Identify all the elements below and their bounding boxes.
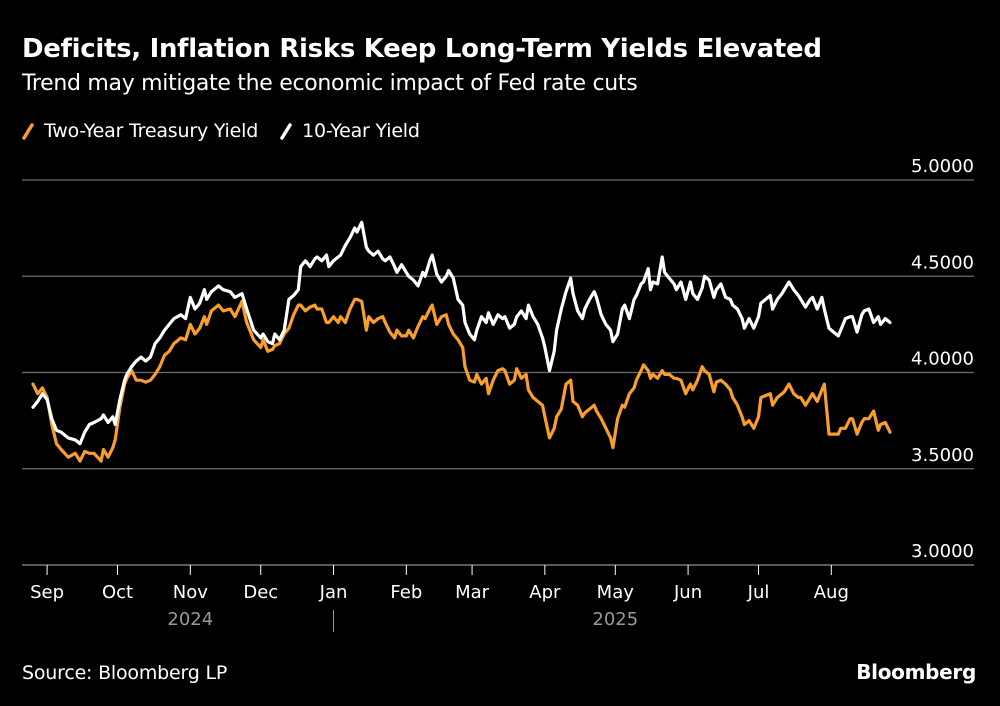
legend-label-two-year: Two-Year Treasury Yield — [44, 120, 259, 142]
chart-title: Deficits, Inflation Risks Keep Long-Term… — [22, 34, 822, 64]
legend-item-two-year: Two-Year Treasury Yield — [22, 120, 258, 142]
chart-subtitle: Trend may mitigate the economic impact o… — [22, 71, 638, 96]
series-lines — [31, 220, 892, 463]
y-tick-label: 3.0000 — [911, 541, 974, 562]
x-axis: Sep Oct Nov Dec Jan Feb Mar Apr May Jun Jul Aug 2024… — [30, 565, 849, 632]
two-year-yield-line — [31, 297, 892, 463]
legend-swatch-two-year-icon — [22, 123, 34, 140]
legend-swatch-ten-year-icon — [280, 123, 292, 140]
legend-item-ten-year: 10-Year Yield — [280, 120, 420, 142]
source-note: Source: Bloomberg LP — [22, 662, 228, 684]
x-tick-label-apr: Apr — [529, 582, 561, 603]
legend: Two-Year Treasury Yield 10-Year Yield — [22, 120, 442, 142]
y-tick-label: 4.0000 — [911, 349, 974, 370]
x-tick-label-jul: Jul — [747, 582, 770, 603]
x-tick-label-aug: Aug — [814, 582, 849, 603]
y-tick-label: 4.5000 — [911, 252, 974, 273]
legend-label-ten-year: 10-Year Yield — [302, 120, 420, 142]
y-axis-labels: 3.0000 3.5000 4.0000 4.5000 5.0000 — [911, 156, 974, 562]
y-tick-label: 3.5000 — [911, 445, 974, 466]
x-tick-label-sep: Sep — [30, 582, 64, 603]
x-tick-label-nov: Nov — [173, 582, 208, 603]
x-tick-label-mar: Mar — [455, 582, 490, 603]
y-tick-label: 5.0000 — [911, 156, 974, 177]
x-tick-label-dec: Dec — [243, 582, 278, 603]
bloomberg-logo: Bloomberg — [856, 660, 976, 684]
x-tick-label-feb: Feb — [390, 582, 422, 603]
x-tick-label-oct: Oct — [102, 582, 133, 603]
x-tick-label-jan: Jan — [319, 582, 348, 603]
year-label-2025: 2025 — [592, 609, 638, 630]
x-tick-label-jun: Jun — [673, 582, 702, 603]
year-label-2024: 2024 — [167, 609, 213, 630]
ten-year-yield-line — [31, 220, 892, 446]
x-tick-label-may: May — [597, 582, 635, 603]
